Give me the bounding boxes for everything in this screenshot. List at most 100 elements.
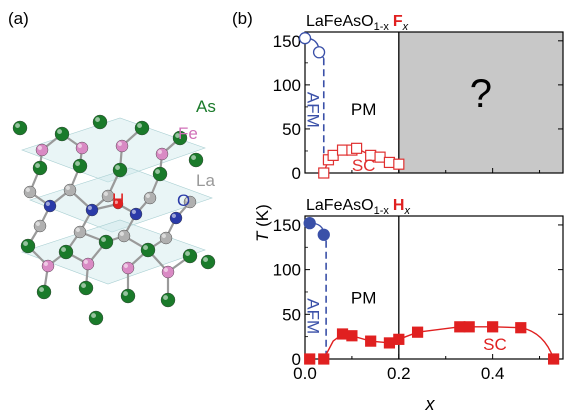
sc-point: [318, 353, 330, 365]
x-tick-label: 0.0: [293, 364, 317, 383]
atom-highlight: [163, 267, 168, 272]
atom-highlight: [95, 117, 101, 123]
sc-point: [393, 333, 405, 345]
top-title-dopant-sub: x: [402, 21, 409, 33]
atom-fe: [41, 259, 55, 273]
y-tick-label: 150: [273, 216, 301, 235]
unknown-label: ?: [470, 72, 492, 116]
pm-region-label: PM: [351, 289, 377, 308]
sc-point: [454, 321, 466, 333]
afm-point: [312, 46, 326, 59]
sc-point: [548, 353, 560, 365]
atom-label-la: La: [196, 171, 215, 190]
atom-as: [32, 160, 48, 176]
bottom-title-main: LaFeAsO: [306, 197, 374, 214]
sc-point: [393, 158, 405, 170]
atom-la: [63, 183, 77, 197]
bottom-plot: 0 50 100 150 0.0 0.2 0.4 AFM PM SC: [273, 215, 564, 383]
atom-as: [160, 292, 176, 308]
atom-o: [169, 211, 183, 225]
atom-highlight: [101, 237, 107, 242]
atom-highlight: [57, 129, 62, 134]
atom-o: [129, 207, 143, 221]
afm-point: [303, 216, 316, 230]
atom-highlight: [87, 205, 92, 210]
atom-o: [85, 203, 99, 217]
sc-point: [515, 322, 527, 334]
atom-as: [58, 244, 74, 260]
atom-highlight: [114, 200, 118, 204]
bottom-title-sub: 1-x: [374, 205, 390, 217]
top-title-dopant: F: [393, 13, 403, 30]
atom-highlight: [15, 123, 20, 128]
atom-highlight: [191, 155, 196, 160]
atom-la: [23, 185, 37, 199]
atom-highlight: [123, 291, 128, 296]
atom-as: [88, 310, 104, 326]
afm-point: [298, 32, 312, 45]
atom-as: [92, 114, 108, 130]
atom-as: [120, 288, 136, 304]
afm-region-label: AFM: [303, 92, 322, 128]
atom-highlight: [171, 213, 176, 218]
bottom-panel-title: LaFeAsO1-x Hx: [306, 197, 410, 217]
atom-highlight: [203, 257, 208, 262]
bottom-title-dopant-sub: x: [403, 205, 410, 217]
atom-la: [33, 219, 47, 233]
atom-highlight: [35, 163, 40, 168]
atom-fe: [115, 139, 129, 153]
atom-highlight: [37, 145, 43, 150]
top-panel-title: LaFeAsO1-x Fx: [306, 13, 409, 33]
sc-point: [374, 151, 386, 163]
atom-fe: [81, 257, 95, 271]
atom-highlight: [43, 261, 49, 266]
sc-point: [383, 156, 396, 169]
atom-highlight: [185, 197, 190, 202]
sc-point: [327, 149, 339, 161]
y-tick-label: 0: [292, 350, 301, 369]
atom-as: [12, 120, 28, 136]
atom-la: [143, 191, 157, 205]
atom-as: [112, 162, 128, 178]
atom-as: [140, 242, 156, 258]
atom-highlight: [119, 231, 124, 236]
atom-label-fe: Fe: [178, 124, 198, 143]
atom-highlight: [75, 161, 81, 166]
atom-la: [159, 231, 173, 245]
sc-point: [487, 321, 499, 333]
atom-la: [117, 229, 131, 243]
atom-highlight: [75, 227, 80, 232]
atom-highlight: [175, 133, 180, 138]
atom-highlight: [23, 241, 28, 246]
atom-highlight: [137, 123, 142, 128]
sc-point: [318, 167, 330, 179]
atom-as: [36, 284, 52, 300]
atom-highlight: [123, 263, 128, 268]
atom-label-h: H: [112, 190, 124, 209]
atom-highlight: [131, 209, 136, 214]
sc-point: [411, 326, 424, 338]
atom-highlight: [115, 165, 121, 170]
unknown-region: [398, 32, 563, 173]
atom-label-as: As: [196, 97, 216, 116]
afm-region-label: AFM: [303, 298, 322, 334]
atom-highlight: [61, 247, 66, 252]
atom-as: [152, 166, 168, 182]
atom-fe: [35, 143, 49, 157]
atom-fe: [161, 265, 175, 279]
sc-point: [304, 353, 316, 365]
atom-highlight: [157, 149, 162, 154]
atom-as: [98, 234, 114, 250]
atom-as: [20, 238, 36, 254]
sc-point: [383, 337, 396, 349]
atom-highlight: [65, 185, 70, 190]
bottom-title-dopant: H: [393, 197, 405, 214]
atom-as: [182, 248, 198, 264]
layer-plane: [21, 219, 206, 285]
atom-highlight: [39, 287, 44, 292]
sc-point: [463, 321, 475, 333]
atom-highlight: [35, 221, 41, 226]
sc-region-label: SC: [483, 335, 507, 354]
atom-highlight: [117, 141, 122, 146]
atom-fe: [121, 261, 135, 275]
